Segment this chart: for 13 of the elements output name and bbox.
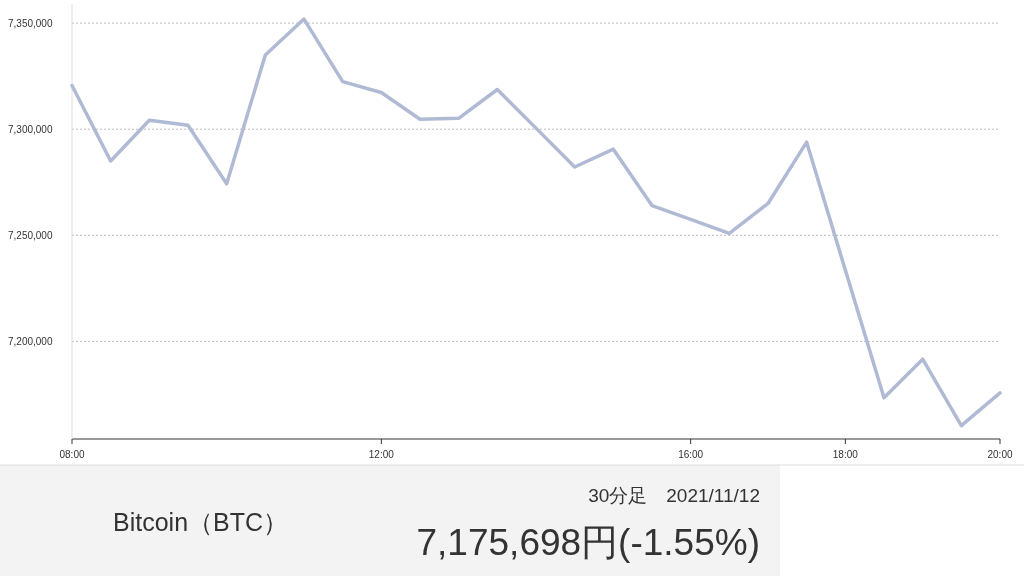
y-tick-label: 7,350,000 xyxy=(8,18,53,30)
x-tick-label: 18:00 xyxy=(832,449,859,460)
line-series xyxy=(70,17,1002,428)
text: Bitcoin（BTC） xyxy=(113,508,289,536)
y-tick-label: 7,200,000 xyxy=(8,336,53,348)
text: 7,175,698円(-1.55%) xyxy=(416,522,760,563)
x-tick-label: 08:00 xyxy=(59,449,85,460)
y-tick-label: 7,250,000 xyxy=(8,230,53,242)
x-tick-label: 16:00 xyxy=(678,449,704,460)
y-tick-label: 7,300,000 xyxy=(8,124,53,136)
x-tick-label: 20:00 xyxy=(987,449,1013,460)
text: 30分足 2021/11/12 xyxy=(588,485,760,506)
x-tick-label: 12:00 xyxy=(368,449,395,460)
